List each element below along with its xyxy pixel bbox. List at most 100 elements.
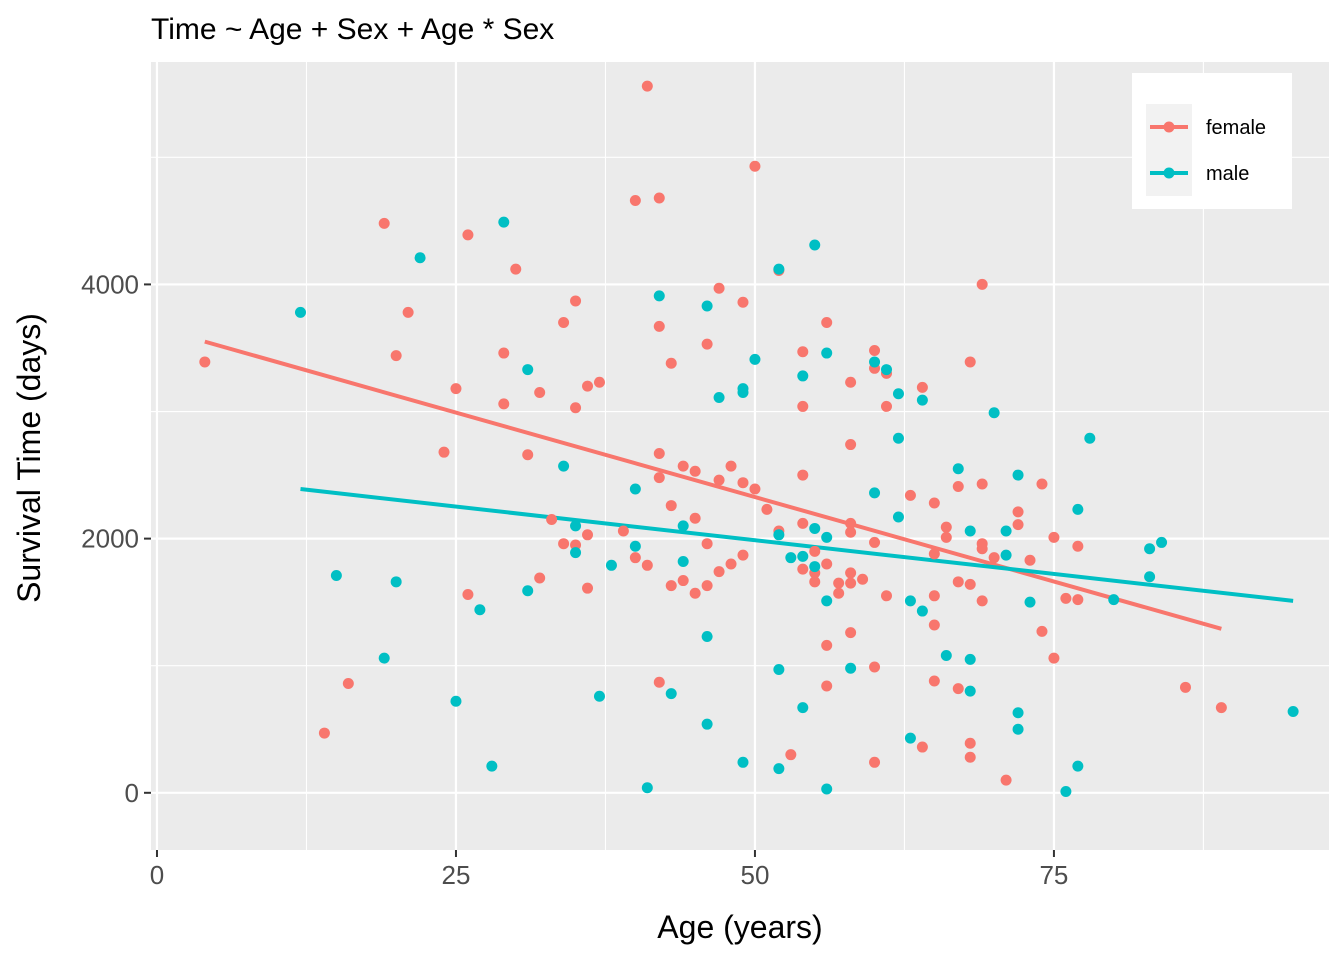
data-point-female (1048, 531, 1060, 543)
data-point-female (964, 737, 976, 749)
legend: female male (1132, 73, 1292, 209)
legend-label-female: female (1206, 117, 1266, 139)
x-tick-label: 50 (740, 860, 769, 890)
data-point-male (797, 370, 809, 382)
data-point-female (797, 346, 809, 358)
data-point-female (689, 512, 701, 524)
data-point-female (916, 381, 928, 393)
data-point-female (821, 317, 833, 329)
data-point-male (1072, 760, 1084, 772)
data-point-female (833, 587, 845, 599)
data-point-male (904, 595, 916, 607)
data-point-female (462, 229, 474, 241)
data-point-female (1179, 681, 1191, 693)
data-point-female (498, 398, 510, 410)
data-point-female (952, 683, 964, 695)
data-point-female (869, 661, 881, 673)
data-point-female (653, 192, 665, 204)
data-point-female (797, 517, 809, 529)
fit-line-female (204, 339, 1222, 631)
data-point-male (869, 356, 881, 368)
data-point-female (629, 552, 641, 564)
axis-ticks: 0 25 50 75 0 2000 4000 (81, 269, 1068, 890)
data-points (199, 80, 1299, 798)
data-point-male (892, 432, 904, 444)
data-point-male (450, 695, 462, 707)
data-point-male (1012, 723, 1024, 735)
data-point-male (629, 483, 641, 495)
data-point-female (653, 472, 665, 484)
data-point-female (641, 559, 653, 571)
data-point-female (462, 589, 474, 601)
data-point-female (570, 539, 582, 551)
data-point-female (749, 160, 761, 172)
data-point-female (318, 727, 330, 739)
chart-title: Time ~ Age + Sex + Age * Sex (151, 13, 554, 46)
data-point-male (773, 763, 785, 775)
data-point-female (713, 566, 725, 578)
data-point-female (904, 489, 916, 501)
data-point-male (593, 690, 605, 702)
legend-label-male: male (1206, 163, 1249, 185)
data-point-male (964, 653, 976, 665)
data-point-male (570, 547, 582, 559)
data-point-female (390, 350, 402, 362)
data-point-female (845, 439, 857, 451)
data-point-female (1012, 519, 1024, 531)
data-point-male (773, 664, 785, 676)
data-point-female (976, 543, 988, 555)
data-point-female (1000, 774, 1012, 786)
data-point-female (761, 503, 773, 515)
data-point-female (629, 195, 641, 207)
data-point-female (713, 282, 725, 294)
data-point-male (809, 239, 821, 251)
data-point-female (725, 460, 737, 472)
data-point-male (1012, 707, 1024, 719)
data-point-male (916, 605, 928, 617)
data-point-male (653, 290, 665, 302)
data-point-female (916, 741, 928, 753)
data-point-female (857, 573, 869, 585)
data-point-female (438, 446, 450, 458)
data-point-female (797, 400, 809, 412)
data-point-male (486, 760, 498, 772)
data-point-female (677, 575, 689, 587)
data-point-female (737, 549, 749, 561)
data-point-male (881, 364, 893, 376)
data-point-female (593, 376, 605, 388)
data-point-male (785, 552, 797, 564)
data-point-female (582, 380, 594, 392)
data-point-male (773, 529, 785, 541)
data-point-male (701, 300, 713, 312)
data-point-female (617, 525, 629, 537)
data-point-male (892, 511, 904, 523)
data-point-female (701, 580, 713, 592)
data-point-female (1036, 478, 1048, 490)
data-point-male (964, 685, 976, 697)
data-point-female (952, 576, 964, 588)
data-point-male (809, 522, 821, 534)
data-point-female (964, 356, 976, 368)
data-point-male (952, 463, 964, 475)
data-point-female (1024, 554, 1036, 566)
data-point-female (928, 675, 940, 687)
y-tick-label: 0 (125, 778, 139, 808)
data-point-male (390, 576, 402, 588)
data-point-female (809, 576, 821, 588)
data-point-female (797, 469, 809, 481)
data-point-male (809, 561, 821, 573)
data-point-female (881, 400, 893, 412)
data-point-male (797, 702, 809, 714)
x-axis-title: Age (years) (657, 909, 822, 945)
data-point-male (904, 732, 916, 744)
data-point-female (976, 478, 988, 490)
data-point-male (701, 630, 713, 642)
data-point-female (749, 483, 761, 495)
data-point-female (1012, 506, 1024, 518)
y-axis-title: Survival Time (days) (11, 313, 47, 603)
data-point-female (653, 447, 665, 459)
data-point-female (845, 376, 857, 388)
data-point-female (1072, 594, 1084, 606)
data-point-male (1144, 571, 1156, 583)
data-point-male (821, 347, 833, 359)
